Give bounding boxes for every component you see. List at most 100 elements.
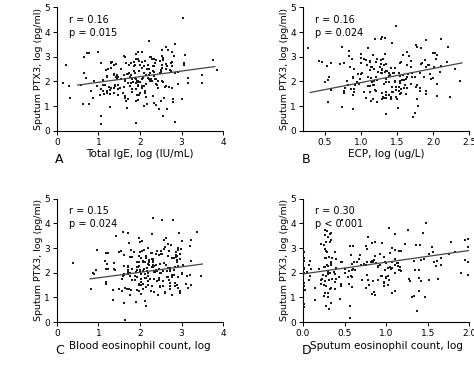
Point <box>161 237 168 243</box>
Point <box>371 87 379 93</box>
Point <box>178 238 185 244</box>
Point <box>103 74 110 79</box>
Point <box>134 56 142 62</box>
Point <box>133 259 141 265</box>
Point <box>163 107 170 112</box>
Point <box>378 97 385 102</box>
Point <box>128 254 136 259</box>
Point <box>66 95 73 101</box>
Point <box>371 292 379 298</box>
Point <box>153 251 160 257</box>
Point <box>350 86 358 92</box>
Point <box>148 288 155 294</box>
Point <box>367 64 375 70</box>
Point <box>325 272 332 277</box>
Point <box>168 255 176 261</box>
Point <box>304 45 311 51</box>
Point <box>326 277 333 283</box>
Point <box>127 74 134 79</box>
Point <box>146 276 154 281</box>
Point <box>140 83 147 89</box>
Point <box>382 274 390 280</box>
Point <box>134 79 142 85</box>
Point <box>151 60 158 66</box>
Point <box>187 237 195 243</box>
Point <box>123 71 130 77</box>
Point <box>102 67 110 72</box>
Point <box>394 105 402 111</box>
Point <box>412 84 419 90</box>
Point <box>132 98 140 104</box>
Point <box>127 270 134 276</box>
Point <box>131 70 139 76</box>
Point <box>139 258 147 264</box>
Point <box>412 243 419 249</box>
Point <box>155 276 163 281</box>
Point <box>159 251 166 257</box>
Point <box>187 281 194 287</box>
Point <box>91 272 98 277</box>
Point <box>165 277 173 283</box>
Point <box>382 61 389 67</box>
Point <box>179 271 186 277</box>
Point <box>364 45 372 51</box>
Point <box>134 83 141 89</box>
Point <box>112 234 119 239</box>
Point <box>125 240 133 246</box>
Point <box>318 242 325 247</box>
Point <box>166 67 174 72</box>
Point <box>371 66 378 71</box>
Point <box>350 89 358 95</box>
Point <box>173 282 181 288</box>
Point <box>173 249 180 254</box>
Point <box>103 72 111 78</box>
Point <box>125 271 132 277</box>
Point <box>150 215 157 221</box>
Point <box>397 90 405 96</box>
Point <box>376 262 384 268</box>
Point <box>301 270 308 276</box>
Point <box>110 71 118 77</box>
Point <box>365 277 372 283</box>
Point <box>351 267 359 273</box>
Point <box>104 266 112 272</box>
Point <box>430 64 438 70</box>
Point <box>162 235 170 241</box>
Point <box>174 245 182 251</box>
Point <box>397 248 405 254</box>
Point <box>389 259 396 265</box>
Point <box>142 253 150 259</box>
Point <box>93 83 101 89</box>
Point <box>134 49 142 55</box>
Point <box>371 253 379 259</box>
Point <box>133 274 141 280</box>
Point <box>361 56 368 62</box>
Point <box>465 259 472 265</box>
Point <box>133 78 141 84</box>
Point <box>323 63 330 69</box>
Point <box>345 48 353 54</box>
Point <box>162 290 169 296</box>
Point <box>373 59 380 65</box>
Point <box>100 92 108 97</box>
Point <box>420 74 428 80</box>
Point <box>69 259 76 265</box>
Point <box>165 85 173 90</box>
Point <box>382 89 390 95</box>
Point <box>131 63 138 69</box>
Point <box>371 257 378 263</box>
Point <box>127 273 134 279</box>
Point <box>166 265 173 271</box>
Point <box>374 70 382 75</box>
Point <box>153 82 161 88</box>
Point <box>147 250 155 256</box>
Point <box>132 81 140 86</box>
Point <box>418 61 425 67</box>
Point <box>318 281 325 287</box>
Point <box>325 74 333 80</box>
Point <box>170 96 177 102</box>
Point <box>379 273 386 279</box>
Point <box>392 85 400 90</box>
Point <box>152 262 159 268</box>
Point <box>392 94 400 100</box>
